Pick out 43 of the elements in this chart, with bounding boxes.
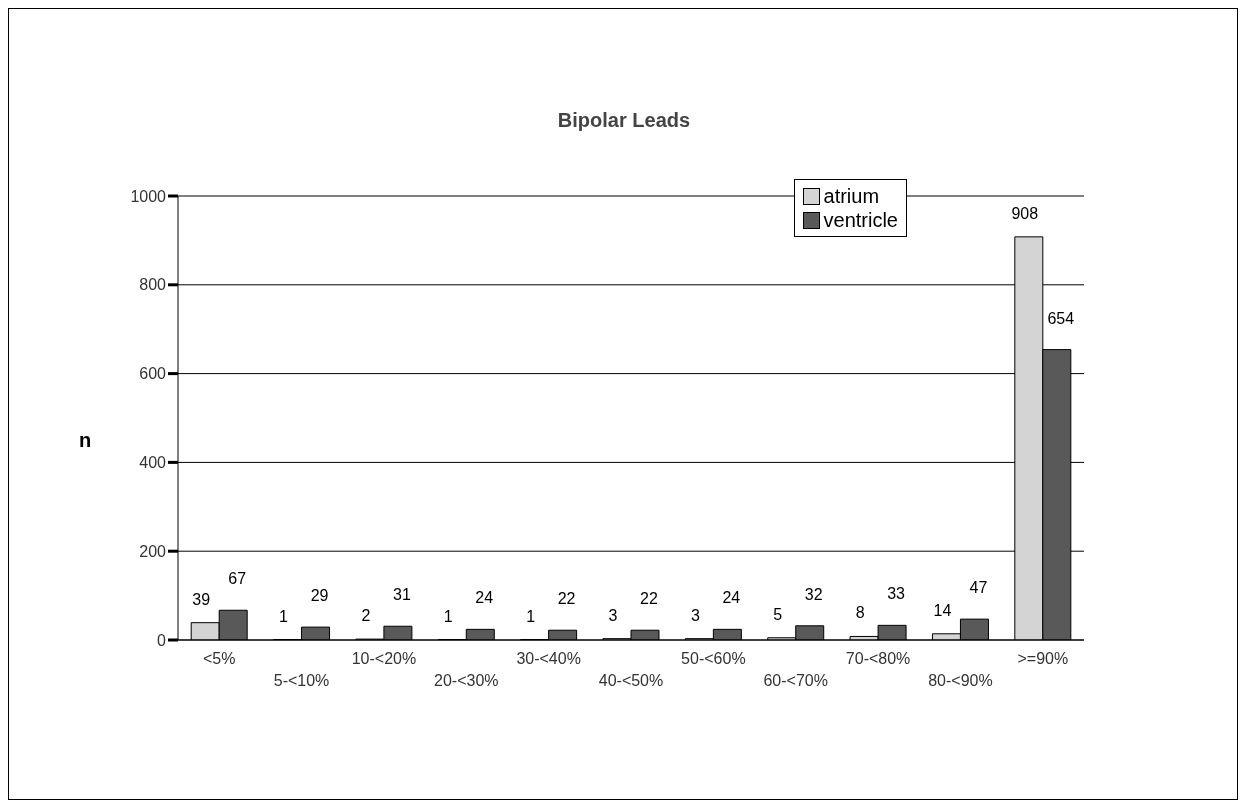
y-tick-label: 400 — [139, 454, 167, 472]
x-tick-label: 50-<60% — [681, 650, 746, 667]
data-label: 67 — [228, 570, 247, 588]
data-label: 24 — [475, 589, 494, 607]
data-label: 33 — [887, 585, 906, 603]
x-tick-label: 60-<70% — [763, 672, 828, 689]
x-tick-label: 40-<50% — [598, 672, 664, 689]
y-tick-label: 1000 — [130, 187, 167, 205]
data-label: 5 — [773, 605, 783, 623]
x-tick-label: 70-<80% — [845, 650, 911, 667]
data-label: 22 — [640, 590, 658, 608]
x-tick-label: 5-<10% — [273, 672, 330, 689]
data-label: 1 — [526, 607, 536, 625]
legend-label: atrium — [823, 184, 880, 208]
data-label: 8 — [855, 604, 865, 622]
y-axis-title: n — [79, 429, 92, 452]
data-label: 14 — [933, 601, 952, 619]
y-tick-label: 200 — [139, 542, 167, 560]
y-tick-label: 600 — [139, 365, 167, 383]
x-tick-label: 80-<90% — [928, 672, 993, 689]
data-label: 654 — [1047, 309, 1075, 327]
data-label: 32 — [804, 585, 823, 603]
data-label: 1 — [443, 607, 453, 625]
legend-label: ventricle — [823, 208, 898, 232]
y-tick-label: 800 — [139, 276, 167, 294]
data-label: 22 — [557, 590, 576, 608]
data-label: 39 — [192, 590, 211, 608]
data-label: 29 — [310, 587, 329, 605]
data-label: 908 — [1011, 204, 1039, 222]
data-label: 2 — [361, 607, 371, 625]
chart-title: Bipolar Leads — [556, 109, 692, 132]
x-tick-label: 20-<30% — [434, 672, 499, 689]
x-tick-label: 10-<20% — [351, 650, 417, 667]
x-tick-label: >=90% — [1017, 650, 1069, 667]
data-label: 3 — [690, 606, 700, 624]
data-label: 1 — [279, 607, 289, 625]
data-label: 31 — [393, 586, 411, 604]
data-label: 3 — [608, 606, 618, 624]
data-label: 47 — [969, 579, 988, 597]
x-tick-label: <5% — [202, 650, 236, 667]
data-label: 24 — [722, 589, 741, 607]
y-tick-label: 0 — [157, 631, 167, 649]
x-tick-label: 30-<40% — [516, 650, 581, 667]
